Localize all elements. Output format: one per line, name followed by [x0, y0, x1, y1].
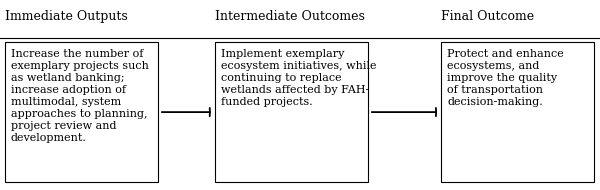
Text: Increase the number of
exemplary projects such
as wetland banking;
increase adop: Increase the number of exemplary project… [11, 49, 149, 143]
FancyBboxPatch shape [215, 42, 368, 182]
Text: Intermediate Outcomes: Intermediate Outcomes [215, 10, 365, 23]
Text: Protect and enhance
ecosystems, and
improve the quality
of transportation
decisi: Protect and enhance ecosystems, and impr… [447, 49, 564, 107]
FancyBboxPatch shape [5, 42, 158, 182]
Text: Immediate Outputs: Immediate Outputs [5, 10, 128, 23]
Text: Implement exemplary
ecosystem initiatives, while
continuing to replace
wetlands : Implement exemplary ecosystem initiative… [221, 49, 376, 107]
FancyBboxPatch shape [441, 42, 594, 182]
Text: Final Outcome: Final Outcome [441, 10, 534, 23]
